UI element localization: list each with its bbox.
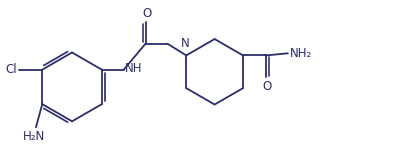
Text: N: N (181, 37, 190, 50)
Text: NH: NH (125, 62, 143, 75)
Text: H₂N: H₂N (23, 130, 46, 143)
Text: O: O (142, 7, 151, 20)
Text: Cl: Cl (6, 63, 17, 76)
Text: O: O (262, 80, 272, 93)
Text: NH₂: NH₂ (289, 47, 312, 60)
